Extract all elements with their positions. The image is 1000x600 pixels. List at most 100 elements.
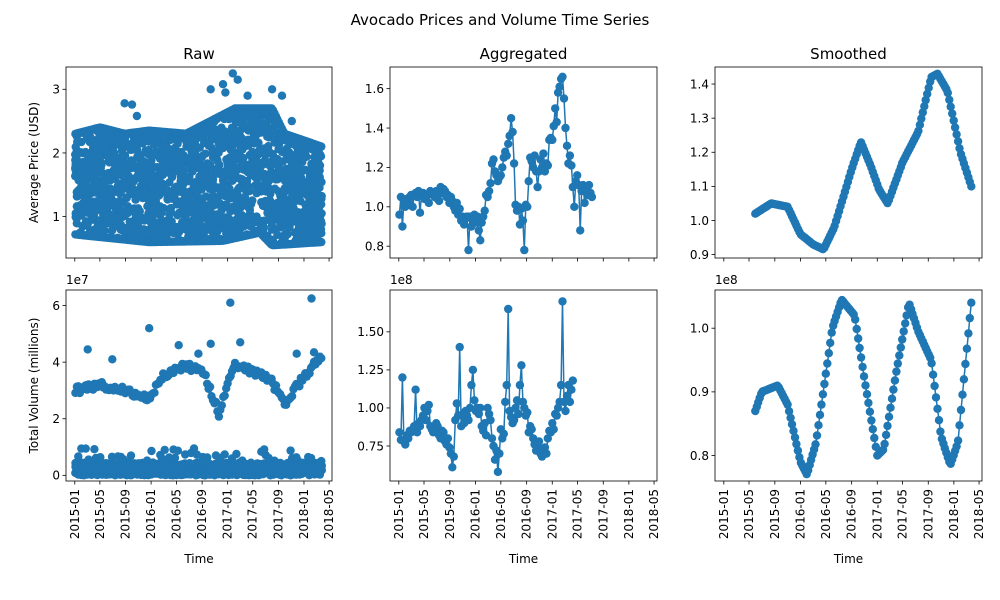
y-tick-label: 1.4 — [365, 121, 384, 135]
series-point — [506, 114, 516, 123]
series-point — [890, 376, 900, 385]
series-point — [580, 198, 589, 208]
scatter-point — [278, 157, 288, 166]
series-point — [880, 439, 889, 449]
series-point — [818, 390, 828, 399]
x-tick-label: 2016-09 — [195, 489, 209, 539]
series-point — [559, 94, 569, 103]
scatter-point — [205, 382, 215, 391]
figure-title: Avocado Prices and Volume Time Series — [351, 11, 650, 29]
series-point — [523, 408, 532, 417]
scatter-point — [150, 388, 159, 397]
scatter-point — [214, 412, 224, 421]
scatter-point — [120, 151, 130, 160]
series-point — [958, 390, 967, 399]
y-tick-label: 1 — [52, 210, 60, 224]
series-point — [527, 425, 536, 434]
scatter-point — [167, 217, 176, 226]
series-point — [892, 367, 901, 376]
series-point — [931, 393, 941, 402]
series-point — [542, 449, 551, 458]
series-point — [424, 400, 433, 410]
scatter-point — [267, 85, 277, 94]
series-point — [530, 151, 539, 160]
series-point — [930, 381, 939, 391]
series-point — [452, 399, 461, 408]
series-point — [855, 343, 864, 353]
series-point — [467, 380, 476, 390]
subplot-volume-smooth: 0.8 0.9 1.0 1e8 2015-01 2015-05 2015-09 2016-01… — [690, 273, 986, 566]
series-point — [895, 351, 904, 360]
scatter-point — [97, 158, 106, 168]
axes-frame — [65, 289, 333, 482]
series-point — [474, 226, 483, 235]
series-point — [889, 385, 898, 394]
scatter-point — [317, 177, 326, 187]
y-tick-label: 1.00 — [357, 401, 384, 415]
scatter-point — [248, 196, 257, 205]
series-point — [887, 394, 897, 403]
series-point — [933, 404, 942, 413]
series-point — [949, 116, 958, 125]
scatter-point — [316, 217, 326, 226]
series-point — [962, 344, 972, 353]
scatter-point — [224, 114, 234, 124]
series-point — [964, 329, 973, 338]
series-point — [927, 359, 936, 368]
scatter-point — [201, 149, 210, 158]
scatter-point — [254, 138, 263, 147]
series-point — [509, 415, 519, 425]
series-point — [480, 206, 489, 215]
series-point — [965, 313, 974, 323]
series-point — [455, 342, 464, 352]
scatter-point — [201, 370, 210, 380]
series-point — [868, 425, 877, 434]
scatter-point — [126, 451, 136, 460]
series-point — [448, 463, 457, 472]
scatter-point — [317, 142, 326, 151]
series-point — [953, 436, 963, 445]
scatter-point — [127, 100, 137, 109]
series-point — [824, 349, 833, 358]
scatter-point — [228, 69, 237, 78]
y-tick-label: 1.4 — [690, 77, 709, 91]
series-point — [861, 381, 870, 390]
subplot-price-agg: 0.8 1.0 1.2 1.4 1.6 Aggregated — [365, 45, 658, 262]
series-point — [476, 403, 485, 413]
series-point — [893, 359, 902, 368]
scatter-point — [317, 354, 326, 363]
series-point — [948, 109, 957, 118]
series-point — [533, 182, 542, 192]
series-point — [865, 407, 875, 416]
series-point — [565, 151, 575, 160]
scatter-point — [287, 116, 296, 126]
series-point — [896, 343, 905, 352]
x-tick-label: 2015-01 — [68, 489, 82, 539]
series-point — [870, 433, 879, 443]
x-tick-label: 2017-05 — [246, 489, 260, 539]
x-tick-label: 2016-01 — [468, 489, 482, 539]
series-point — [952, 130, 961, 139]
scatter-point — [109, 222, 118, 232]
scatter-point — [206, 339, 215, 348]
series-point — [398, 222, 407, 231]
x-tick-label: 2017-01 — [545, 489, 559, 539]
series-point — [518, 216, 528, 225]
x-tick-label: 2018-01 — [297, 489, 311, 539]
series-point — [523, 202, 532, 211]
series-point — [568, 376, 577, 385]
series-point — [411, 385, 420, 394]
scatter-point — [124, 204, 133, 213]
series-point — [552, 411, 561, 420]
y-tick-label: 4 — [52, 355, 60, 369]
series-point — [823, 359, 832, 368]
series-point — [555, 82, 564, 91]
scatter-point — [317, 200, 326, 209]
x-tick-label: 2017-09 — [271, 489, 285, 539]
scatter-point — [90, 445, 99, 454]
series-point — [898, 335, 907, 344]
series-point — [928, 370, 938, 379]
scatter-point — [264, 133, 274, 142]
x-tick-label: 2016-05 — [169, 489, 183, 539]
scatter-point — [120, 99, 129, 108]
